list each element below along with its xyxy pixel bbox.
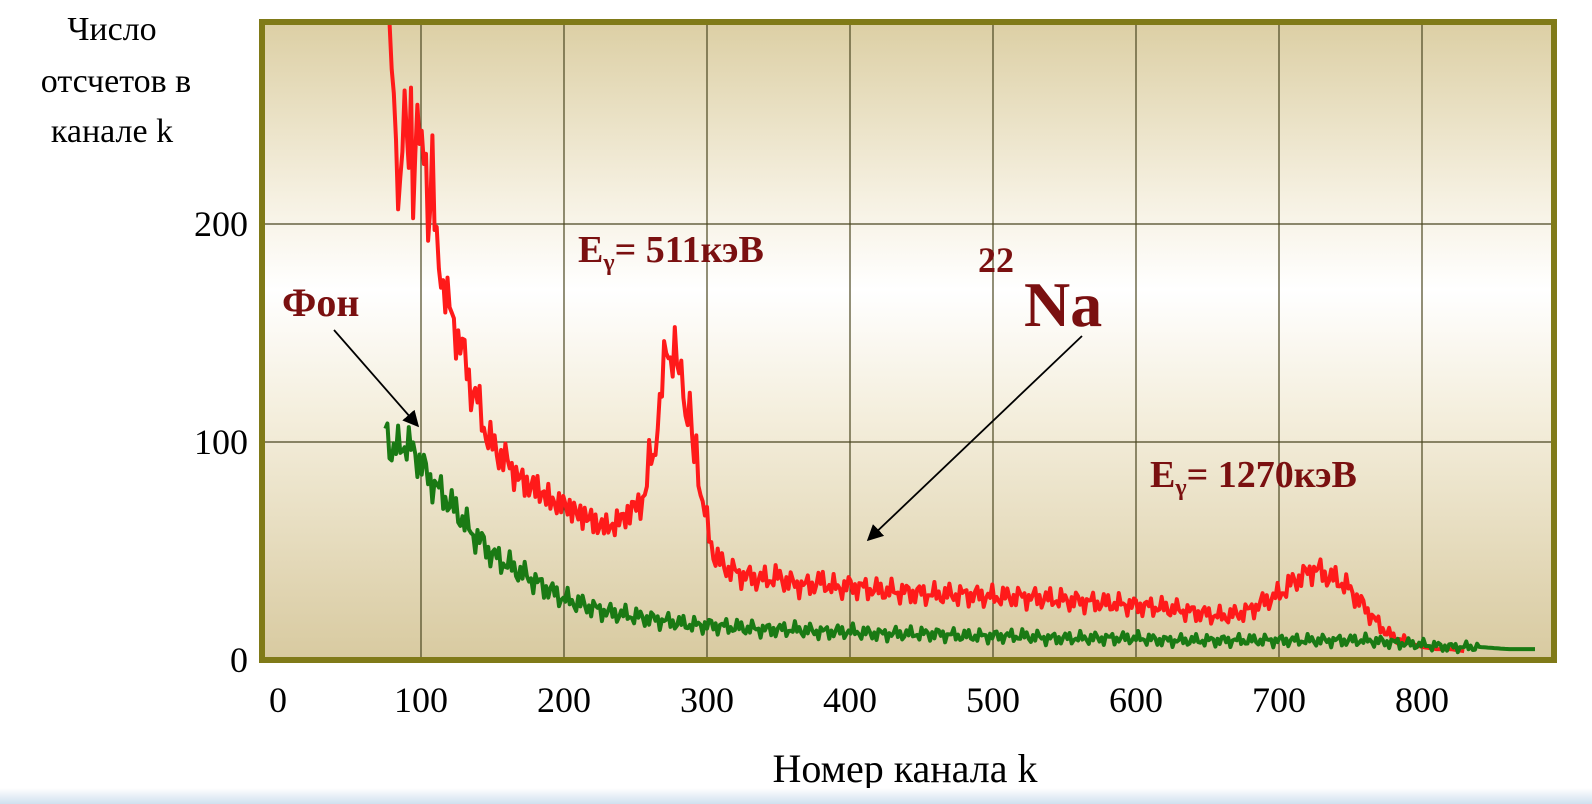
x-tick-label: 400 bbox=[823, 680, 877, 720]
background-label: Фон bbox=[282, 280, 359, 325]
tick-labels: 0 100 200 300 400 500 600 700 800 0 100 200 bbox=[194, 204, 1449, 720]
x-tick-label: 700 bbox=[1252, 680, 1306, 720]
window-bottom-edge bbox=[0, 788, 1592, 804]
x-axis-label: Номер канала k bbox=[773, 746, 1038, 791]
x-tick-label: 300 bbox=[680, 680, 734, 720]
x-tick-label: 200 bbox=[537, 680, 591, 720]
y-tick-label: 100 bbox=[194, 422, 248, 462]
y-axis-label-line-2: отсчетов в bbox=[41, 63, 191, 100]
isotope-mass-number: 22 bbox=[978, 240, 1014, 280]
y-axis-label-line-3: канале k bbox=[51, 113, 173, 150]
x-tick-label: 600 bbox=[1109, 680, 1163, 720]
x-tick-label: 100 bbox=[394, 680, 448, 720]
series-background bbox=[383, 421, 1535, 655]
series-layer bbox=[383, 21, 1535, 655]
isotope-symbol: Na bbox=[1024, 269, 1102, 340]
y-tick-label: 200 bbox=[194, 204, 248, 244]
y-axis-label: Число отсчетов в канале k bbox=[41, 11, 191, 150]
plot-frame bbox=[259, 19, 1557, 663]
y-axis-label-line-1: Число bbox=[67, 11, 156, 48]
series-na22 bbox=[387, 21, 1465, 654]
peak1-energy: = 511кэВ bbox=[615, 229, 764, 271]
annotation-peak-511: Eγ= 511кэВ bbox=[578, 229, 764, 276]
peak1-gamma: γ bbox=[602, 250, 614, 276]
peak1-e: E bbox=[578, 229, 603, 271]
peak2-gamma: γ bbox=[1174, 475, 1186, 501]
peak2-e: E bbox=[1150, 454, 1175, 496]
background-arrow bbox=[333, 329, 420, 428]
plot-area bbox=[262, 22, 1554, 660]
x-tick-label: 0 bbox=[269, 680, 287, 720]
annotation-peak-1270: Eγ= 1270кэВ bbox=[1150, 454, 1357, 501]
y-tick-label: 0 bbox=[230, 640, 248, 680]
isotope-arrow bbox=[866, 335, 1083, 542]
x-tick-label: 500 bbox=[966, 680, 1020, 720]
grid bbox=[262, 22, 1554, 660]
peak2-energy: = 1270кэВ bbox=[1187, 454, 1357, 496]
x-tick-label: 800 bbox=[1395, 680, 1449, 720]
